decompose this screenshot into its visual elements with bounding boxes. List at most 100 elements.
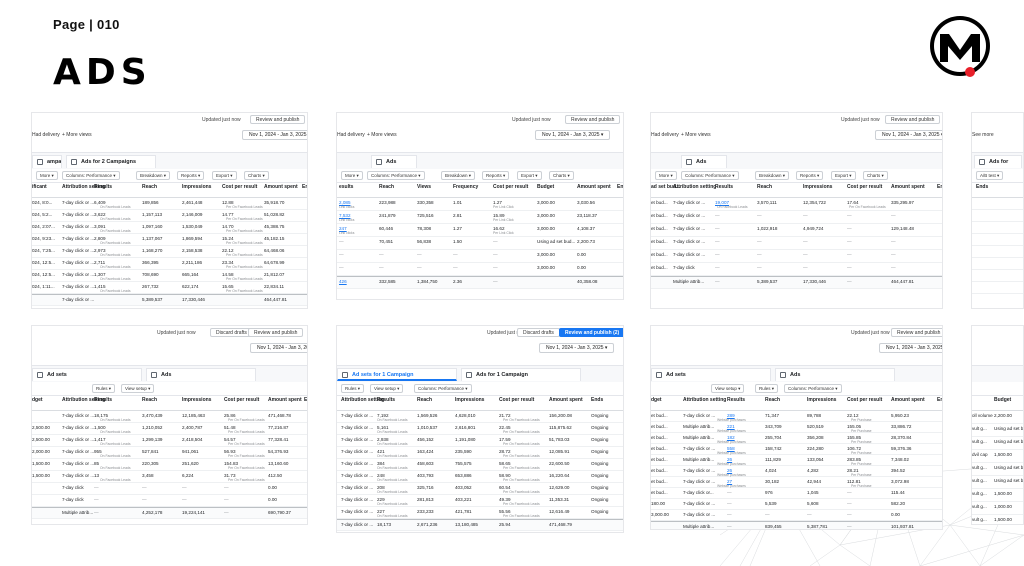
column-header[interactable]: Budget [994,397,1012,403]
table-total-row[interactable]: 7-day click or ... 18,173 2,671,236 13,180,… [337,519,623,531]
toolbar-export-button[interactable]: Export ▾ [212,171,237,180]
review-publish-button[interactable]: Review and publish [565,115,621,124]
table-row[interactable]: 024, 12:5... 7-day click or ... 1,307 708,6… [32,270,307,282]
table-row[interactable]: et bud... Multiple attrib... 182 255,704 356… [651,433,942,444]
toolbar-export-button[interactable]: Export ▾ [517,171,542,180]
table-row[interactable]: et bud... 7-day click or... — 976 1,045 — 115.… [651,488,942,499]
toolbar-rules-button[interactable]: Rules ▾ [341,384,365,393]
table-row[interactable]: 7-day click or ... 227 233,233 421,781 55.56… [337,507,623,519]
table-row[interactable]: 024, 5:2... 7-day click or ... 3,622 1,157,… [32,210,307,222]
view-filter-link[interactable]: Had delivery [32,132,60,138]
column-header[interactable]: Ends [937,397,943,403]
table-row[interactable] [972,222,1023,234]
table-row[interactable]: 3,000.00 7-day click or ... — — — — 0.00 [651,510,942,521]
tab-ampaigns[interactable]: ampaigns [32,155,62,168]
column-header[interactable]: Cost per result [493,184,529,190]
column-header[interactable]: Reach [142,397,158,403]
more-views-link[interactable]: + More views [62,132,92,138]
tab-ads[interactable]: Ads [681,155,727,168]
column-header[interactable]: Amount spent [549,397,583,403]
column-header[interactable]: Impressions [182,184,212,190]
toolbar-view-setup-button[interactable]: View setup ▾ [121,384,155,393]
table-row[interactable]: et bud... 7-day click — — — — — [651,263,942,276]
column-header[interactable]: Reach [379,184,395,190]
table-row[interactable]: 2,000.00 7-day click or ... 955 527,841 941,… [32,447,307,459]
table-row[interactable]: 7-day click — — — — 0.00 [32,495,307,507]
column-header[interactable]: Ends [976,184,989,190]
tab-ad-sets-for-1-campaign[interactable]: Ad sets for 1 Campaign [337,368,457,381]
table-row[interactable]: 024, 12:5... 7-day click or ... 2,711 366,3… [32,258,307,270]
tab-ads-for-2-campaigns[interactable]: Ads for 2 Campaigns [66,155,156,168]
tab-ads-for-1-campaign[interactable]: Ads for 1 Campaign [461,368,581,381]
table-row[interactable]: et bud... 7-day click or ... — — — — — [651,211,942,224]
table-row[interactable]: 180.00 7-day click or ... — 5,539 5,608 — 582.… [651,499,942,510]
table-row[interactable] [972,246,1023,258]
table-row[interactable] [972,234,1023,246]
column-header[interactable]: Cost per result [222,184,258,190]
column-header[interactable]: Cost per result [847,397,883,403]
review-publish-button[interactable]: Review and publish [248,328,304,337]
date-range-picker[interactable]: Nov 1, 2024 - Jan 3, 2025 ▾ [539,343,615,353]
column-header[interactable]: Ends [302,184,308,190]
column-header[interactable]: Impressions [803,184,833,190]
toolbar-breakdown-button[interactable]: Breakdown ▾ [441,171,476,180]
table-row[interactable]: — 70,451 56,838 1.50 — Using ad set bud... 2,2… [337,237,623,250]
column-header[interactable]: Results [94,184,113,190]
column-header[interactable]: Amount spent [577,184,611,190]
table-total-row[interactable]: Multiple attrib... — 839,455 5,387,781 — 101,… [651,521,942,529]
column-header[interactable]: Views [417,184,432,190]
table-row[interactable]: 7-day click or ... 208 325,716 403,052 60.54… [337,483,623,495]
table-row[interactable]: 2,200.00 oll volume [972,411,1023,424]
table-row[interactable]: 7-day click or ... 7,192 1,569,526 4,628,01… [337,411,623,423]
column-header[interactable]: Reach [757,184,773,190]
table-row[interactable]: et bud... 7-day click or ... — — — — — [651,250,942,263]
column-header[interactable]: Ends [937,184,943,190]
column-header[interactable]: Results [377,397,396,403]
table-row[interactable]: et bud... 7-day click or ... 19,007 3,570,1… [651,198,942,211]
table-total-row[interactable]: Multiple attrib... — 5,389,537 17,330,446 — 4… [651,276,942,289]
column-header[interactable]: Impressions [182,397,212,403]
table-row[interactable]: 1,000.00 vult g... [972,502,1023,515]
table-row[interactable]: Using ad set bud... vult g... [972,424,1023,437]
table-total-row[interactable]: 426 332,585 1,384,750 2.36 — 40,358.08 [337,276,623,289]
table-row[interactable]: 7-day click or ... 5,161 1,010,537 2,616,80… [337,423,623,435]
table-row[interactable]: Using ad set bud... vult g... [972,463,1023,476]
table-row[interactable]: 7-day click or ... 384 458,603 755,575 58.65… [337,459,623,471]
column-header[interactable]: ificant [32,184,47,190]
column-header[interactable]: Impressions [807,397,837,403]
tab-ads[interactable]: Ads [371,155,417,168]
column-header[interactable]: dget [32,397,43,403]
table-row[interactable]: 1,500.00 vult g... [972,515,1023,524]
toolbar-reports-button[interactable]: Reports ▾ [796,171,824,180]
column-header[interactable]: Cost per result [847,184,883,190]
table-row[interactable]: 7-day click or ... 229 281,813 403,221 49.39… [337,495,623,507]
table-row[interactable]: 1,500.00 7-day click or ... 13 3,458 6,224 31… [32,471,307,483]
toolbar-columns-performance-button[interactable]: Columns: Performance ▾ [784,384,842,393]
table-row[interactable]: Using ad set bud... vult g... [972,437,1023,450]
table-row[interactable]: 024, 2:07... 7-day click or ... 3,091 1,097… [32,222,307,234]
toolbar-view-setup-button[interactable]: View setup ▾ [370,384,404,393]
table-row[interactable]: 7-day click or ... 421 163,424 235,590 28.72… [337,447,623,459]
column-header[interactable]: Attribution setting [62,397,106,403]
toolbar-breakdown-button[interactable]: Breakdown ▾ [755,171,790,180]
table-row[interactable]: — — — — — 3,000.00 0.00 [337,263,623,276]
discard-drafts-button[interactable]: Discard drafts [210,328,253,337]
tab-ads[interactable]: Ads [146,368,256,381]
toolbar-export-button[interactable]: Export ▾ [831,171,856,180]
date-range-picker[interactable]: Nov 1, 2024 - Jan 3, 2025 ▾ [250,343,307,353]
column-header[interactable]: Amount spent [891,184,925,190]
table-row[interactable] [972,270,1023,282]
table-row[interactable] [972,258,1023,270]
table-row[interactable]: et bud... 7-day click or ... 26 4,024 4,282 2… [651,466,942,477]
column-header[interactable]: Reach [417,397,433,403]
toolbar-reports-button[interactable]: Reports ▾ [482,171,510,180]
toolbar-charts-button[interactable]: Charts ▾ [244,171,269,180]
toolbar-columns-performance-button[interactable]: Columns: Performance ▾ [681,171,739,180]
table-row[interactable]: 7-day click — — — — 0.00 [32,483,307,495]
column-header[interactable]: esults [339,184,354,190]
date-range-picker[interactable]: Nov 1, 2024 - Jan 3, 2025 ▾ [875,130,942,140]
toolbar-more-button[interactable]: More ▾ [655,171,677,180]
tab-ads[interactable]: Ads [775,368,895,381]
table-row[interactable]: 024, 8:0... 7-day click or ... 6,409 189,85… [32,198,307,210]
review-publish-button[interactable]: Review and publish [250,115,306,124]
